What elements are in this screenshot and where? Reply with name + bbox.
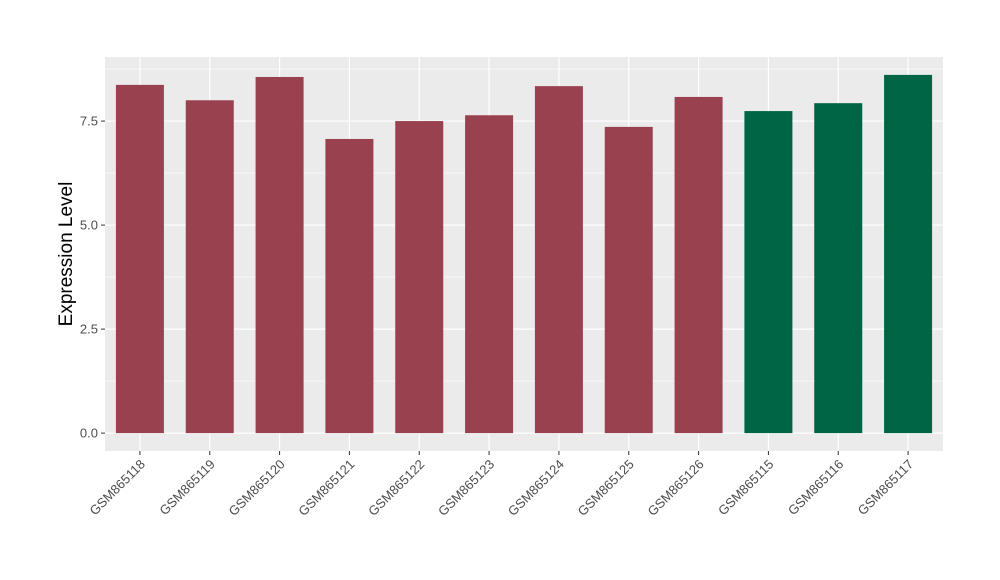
x-tick-label: GSM865123 xyxy=(435,457,497,519)
y-axis-label: Expression Level xyxy=(56,182,77,327)
plot-panel xyxy=(105,57,943,451)
bar-GSM865115 xyxy=(744,111,793,434)
bar-GSM865125 xyxy=(604,126,653,434)
bar-GSM865124 xyxy=(534,86,583,434)
x-tick-label: GSM865117 xyxy=(855,457,917,519)
bar-GSM865119 xyxy=(185,100,234,434)
x-tick-label: GSM865116 xyxy=(785,457,847,519)
bar-GSM865121 xyxy=(325,138,374,434)
y-tick-label: 2.5 xyxy=(80,322,98,337)
x-tick-label: GSM865115 xyxy=(715,457,777,519)
bar-GSM865118 xyxy=(115,84,164,434)
bar-GSM865116 xyxy=(814,103,863,434)
bar-GSM865120 xyxy=(255,76,304,434)
bar-GSM865126 xyxy=(674,96,723,434)
x-tick-label: GSM865124 xyxy=(505,457,567,519)
bar-GSM865123 xyxy=(465,115,514,434)
y-tick-label: 5.0 xyxy=(80,218,98,233)
x-tick-label: GSM865120 xyxy=(225,457,287,519)
x-tick-label: GSM865122 xyxy=(365,457,427,519)
x-tick-label: GSM865118 xyxy=(86,457,148,519)
x-tick-label: GSM865126 xyxy=(644,457,706,519)
bar-GSM865117 xyxy=(884,74,933,434)
x-tick-label: GSM865121 xyxy=(295,457,357,519)
y-tick-label: 0.0 xyxy=(80,426,98,441)
x-tick-label: GSM865125 xyxy=(575,457,637,519)
bar-GSM865122 xyxy=(395,121,444,434)
x-tick-label: GSM865119 xyxy=(156,457,218,519)
y-tick-label: 7.5 xyxy=(80,114,98,129)
